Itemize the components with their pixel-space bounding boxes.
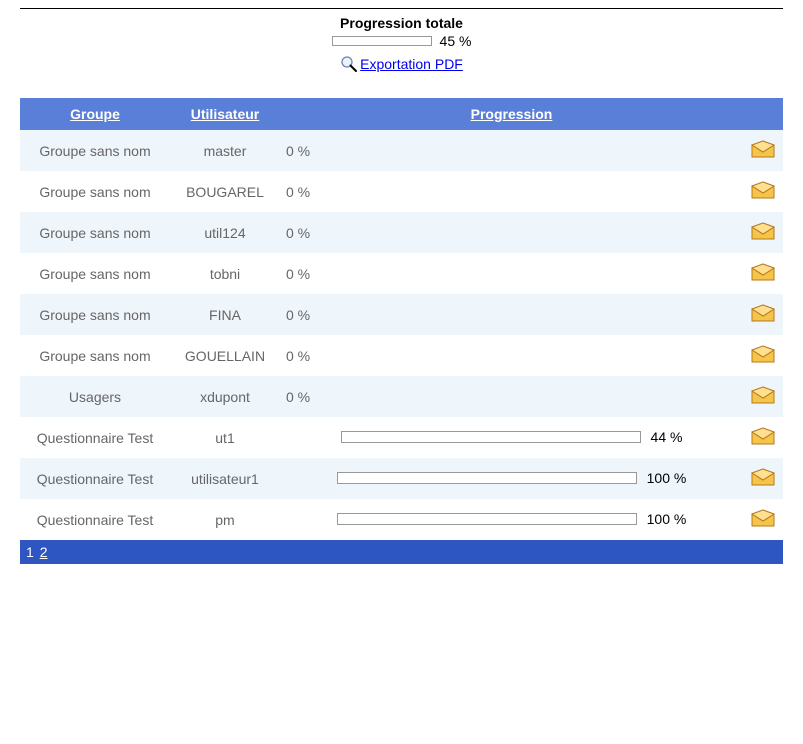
cell-mail	[743, 171, 783, 212]
cell-user: tobni	[170, 253, 280, 294]
cell-mail	[743, 458, 783, 499]
cell-progression: 44 %	[280, 417, 743, 458]
table-row: Groupe sans nomutil1240 %	[20, 212, 783, 253]
table-row: Questionnaire Testpm 100 %	[20, 499, 783, 540]
header-progress: 45 %	[332, 33, 472, 49]
cell-user: xdupont	[170, 376, 280, 417]
total-progress-bar	[332, 36, 432, 46]
cell-pct: 0 %	[280, 294, 335, 335]
cell-group: Groupe sans nom	[20, 294, 170, 335]
mail-icon[interactable]	[751, 427, 775, 445]
mail-icon[interactable]	[751, 222, 775, 240]
cell-progression	[335, 130, 743, 171]
mail-icon[interactable]	[751, 468, 775, 486]
table-row: Groupe sans nomGOUELLAIN0 %	[20, 335, 783, 376]
cell-group: Questionnaire Test	[20, 499, 170, 540]
mail-icon[interactable]	[751, 263, 775, 281]
pager-current: 1	[26, 544, 34, 560]
cell-group: Groupe sans nom	[20, 335, 170, 376]
table-row: Groupe sans nommaster0 %	[20, 130, 783, 171]
progress-label: 44 %	[651, 429, 683, 445]
cell-progression	[335, 212, 743, 253]
cell-progression	[335, 376, 743, 417]
cell-user: util124	[170, 212, 280, 253]
col-header-group[interactable]: Groupe	[20, 98, 170, 130]
mail-icon[interactable]	[751, 509, 775, 527]
table-row: Groupe sans nomtobni0 %	[20, 253, 783, 294]
cell-pct: 0 %	[280, 253, 335, 294]
cell-progression: 100 %	[280, 499, 743, 540]
cell-progression	[335, 294, 743, 335]
table-row: Questionnaire Testut1 44 %	[20, 417, 783, 458]
mail-icon[interactable]	[751, 304, 775, 322]
cell-mail	[743, 130, 783, 171]
progress-label: 100 %	[647, 511, 687, 527]
table-header-row: Groupe Utilisateur Progression	[20, 98, 783, 130]
cell-user: ut1	[170, 417, 280, 458]
cell-user: utilisateur1	[170, 458, 280, 499]
table-row: Usagersxdupont0 %	[20, 376, 783, 417]
total-progress-label: 45 %	[440, 33, 472, 49]
cell-pct: 0 %	[280, 376, 335, 417]
cell-mail	[743, 417, 783, 458]
table-row: Questionnaire Testutilisateur1 100 %	[20, 458, 783, 499]
cell-pct: 0 %	[280, 171, 335, 212]
cell-progression	[335, 253, 743, 294]
magnifier-icon	[340, 55, 358, 73]
header-title: Progression totale	[20, 15, 783, 31]
progress-bar	[337, 472, 637, 484]
cell-mail	[743, 499, 783, 540]
col-header-user[interactable]: Utilisateur	[170, 98, 280, 130]
cell-mail	[743, 294, 783, 335]
progress-table: Groupe Utilisateur Progression Groupe sa…	[20, 98, 783, 540]
cell-pct: 0 %	[280, 212, 335, 253]
cell-user: GOUELLAIN	[170, 335, 280, 376]
cell-group: Groupe sans nom	[20, 130, 170, 171]
cell-group: Groupe sans nom	[20, 171, 170, 212]
cell-group: Questionnaire Test	[20, 458, 170, 499]
mail-icon[interactable]	[751, 386, 775, 404]
cell-group: Groupe sans nom	[20, 253, 170, 294]
cell-mail	[743, 253, 783, 294]
mail-icon[interactable]	[751, 181, 775, 199]
progress-bar	[341, 431, 641, 443]
cell-user: FINA	[170, 294, 280, 335]
cell-progression: 100 %	[280, 458, 743, 499]
col-header-action	[743, 98, 783, 130]
cell-mail	[743, 212, 783, 253]
cell-mail	[743, 376, 783, 417]
progress-bar	[337, 513, 637, 525]
pager: 1 2	[20, 540, 783, 564]
cell-progression	[335, 335, 743, 376]
mail-icon[interactable]	[751, 345, 775, 363]
cell-group: Groupe sans nom	[20, 212, 170, 253]
table-row: Groupe sans nomFINA0 %	[20, 294, 783, 335]
progress-label: 100 %	[647, 470, 687, 486]
cell-progression	[335, 171, 743, 212]
col-header-progression[interactable]: Progression	[280, 98, 743, 130]
mail-icon[interactable]	[751, 140, 775, 158]
cell-group: Usagers	[20, 376, 170, 417]
cell-pct: 0 %	[280, 335, 335, 376]
cell-user: BOUGAREL	[170, 171, 280, 212]
cell-mail	[743, 335, 783, 376]
cell-group: Questionnaire Test	[20, 417, 170, 458]
pager-link-2[interactable]: 2	[40, 544, 48, 560]
header-block: Progression totale 45 % Exportation PDF	[20, 15, 783, 76]
cell-user: pm	[170, 499, 280, 540]
export-pdf-link[interactable]: Exportation PDF	[360, 56, 463, 72]
cell-pct: 0 %	[280, 130, 335, 171]
cell-user: master	[170, 130, 280, 171]
table-row: Groupe sans nomBOUGAREL0 %	[20, 171, 783, 212]
